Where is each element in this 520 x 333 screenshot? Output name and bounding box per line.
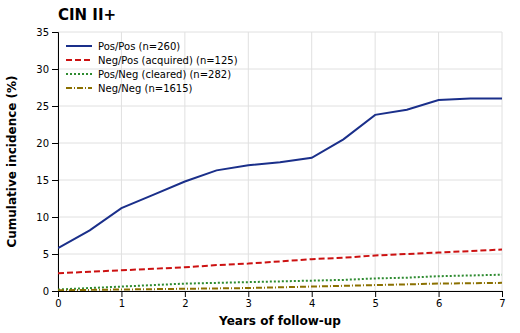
- legend-item: Pos/Neg (cleared) (n=282): [66, 69, 231, 80]
- tick-mark: [52, 254, 58, 255]
- tick-mark: [248, 291, 249, 297]
- lines: [58, 99, 502, 291]
- tick-mark: [52, 217, 58, 218]
- y-axis-label: Cumulative incidence (%): [5, 75, 19, 247]
- tick: 15: [36, 175, 58, 186]
- tick-label: 20: [36, 138, 49, 149]
- tick-mark: [52, 106, 58, 107]
- tick-mark: [52, 180, 58, 181]
- chart-container: 0 1 2 3 4 5 6 7 0 5 10 15 20 25 30 35 Pos/Pos (n=260) Neg…: [0, 0, 520, 333]
- legend-label: Pos/Neg (cleared) (n=282): [98, 69, 231, 80]
- tick-mark: [185, 291, 186, 297]
- grid-line-y: [58, 180, 502, 181]
- tick-mark: [312, 291, 313, 297]
- tick-label: 30: [36, 64, 49, 75]
- y-axis: 0 5 10 15 20 25 30 35: [36, 27, 58, 297]
- tick-mark: [52, 69, 58, 70]
- tick-label: 2: [182, 298, 188, 309]
- tick-label: 0: [43, 286, 49, 297]
- tick: 20: [36, 138, 58, 149]
- legend-label: Neg/Pos (acquired) (n=125): [98, 55, 238, 66]
- grid-line-x: [375, 32, 376, 291]
- axis-line: [52, 33, 59, 292]
- tick-label: 15: [36, 175, 49, 186]
- tick: 2: [182, 291, 188, 309]
- tick-mark: [121, 291, 122, 297]
- tick-mark: [52, 32, 58, 33]
- axis-line: [59, 292, 503, 298]
- tick: 5: [43, 249, 58, 260]
- title: CIN II+: [58, 6, 116, 24]
- grid-line-y: [58, 217, 502, 218]
- legend-swatch: [66, 87, 92, 89]
- series-line: [58, 250, 502, 274]
- chart: 0 1 2 3 4 5 6 7 0 5 10 15 20 25 30 35 Pos/Pos (n=260) Neg…: [0, 0, 520, 333]
- tick-label: 35: [36, 27, 49, 38]
- legend-swatch: [66, 73, 92, 75]
- tick-label: 6: [436, 298, 442, 309]
- legend-item: Neg/Neg (n=1615): [66, 83, 193, 94]
- legend-swatch: [66, 45, 92, 47]
- x-axis-label: Years of follow-up: [218, 314, 341, 328]
- tick-label: 7: [499, 298, 505, 309]
- series-line: [58, 275, 502, 290]
- series-line: [58, 99, 502, 248]
- tick-label: 0: [55, 298, 61, 309]
- tick-label: 3: [246, 298, 252, 309]
- tick-mark: [375, 291, 376, 297]
- tick: 3: [246, 291, 252, 309]
- tick-mark: [502, 291, 503, 297]
- legend-item: Neg/Pos (acquired) (n=125): [66, 55, 238, 66]
- legend-label: Pos/Pos (n=260): [98, 41, 180, 52]
- tick: 1: [119, 291, 125, 309]
- legend-item: Pos/Pos (n=260): [66, 41, 180, 52]
- tick: 35: [36, 27, 58, 38]
- grid-line-x: [311, 32, 312, 291]
- tick-label: 4: [309, 298, 315, 309]
- tick: 5: [372, 291, 378, 309]
- series-line: [58, 283, 502, 290]
- legend-label: Neg/Neg (n=1615): [98, 83, 193, 94]
- plot: 0 1 2 3 4 5 6 7 0 5 10 15 20 25 30 35 Pos/Pos (n=260) Neg…: [36, 27, 505, 309]
- tick-label: 10: [36, 212, 49, 223]
- tick: 4: [309, 291, 315, 309]
- tick-label: 25: [36, 101, 49, 112]
- grid-line-y: [58, 254, 502, 255]
- tick: 25: [36, 101, 58, 112]
- tick-label: 5: [372, 298, 378, 309]
- tick: 10: [36, 212, 58, 223]
- tick: 0: [43, 286, 58, 297]
- grid-line-x: [502, 32, 503, 291]
- tick: 30: [36, 64, 58, 75]
- legend-swatch: [66, 59, 92, 61]
- tick-mark: [52, 291, 58, 292]
- tick: 6: [436, 291, 442, 309]
- x-axis: 0 1 2 3 4 5 6 7: [55, 291, 505, 309]
- tick-mark: [439, 291, 440, 297]
- tick-mark: [52, 143, 58, 144]
- grid: [58, 32, 502, 291]
- grid-line-y: [58, 32, 502, 33]
- grid-line-x: [248, 32, 249, 291]
- tick-label: 5: [43, 249, 49, 260]
- legend: Pos/Pos (n=260) Neg/Pos (acquired) (n=125…: [66, 41, 238, 94]
- tick-label: 1: [119, 298, 125, 309]
- tick: 0: [55, 291, 61, 309]
- grid-line-y: [58, 143, 502, 144]
- tick: 7: [499, 291, 505, 309]
- grid-line-y: [58, 106, 502, 107]
